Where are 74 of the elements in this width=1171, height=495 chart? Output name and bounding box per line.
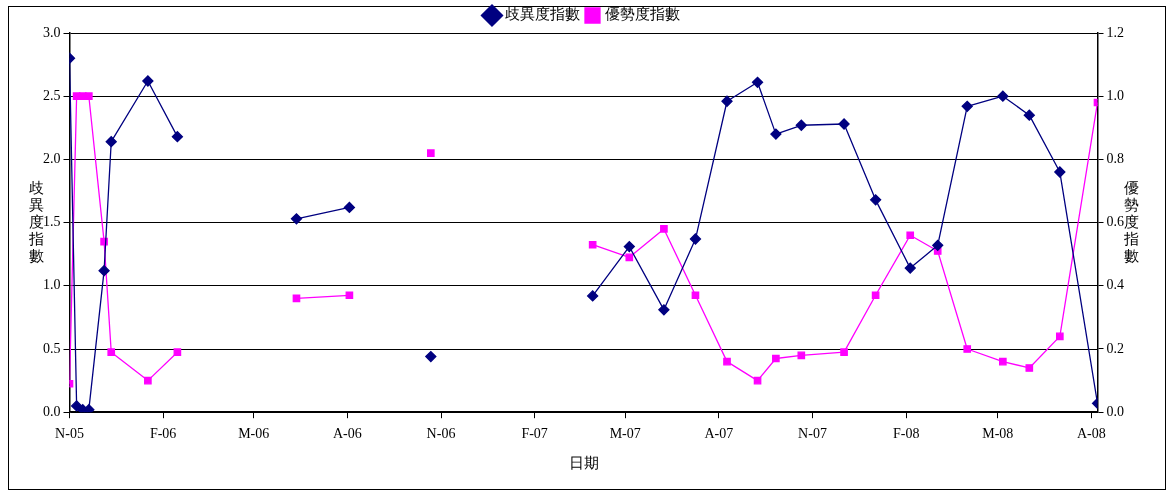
y-axis-title: 歧異度指數 <box>27 179 44 264</box>
y-tick-label: 2.0 <box>43 151 61 167</box>
point <box>142 75 154 87</box>
point <box>343 201 356 214</box>
point <box>427 149 435 157</box>
point <box>963 345 972 353</box>
y-tick-label: 0.0 <box>43 403 61 419</box>
legend-label: 歧異度指數 <box>504 6 580 23</box>
point <box>721 95 733 107</box>
x-tick-label: A-08 <box>1077 426 1106 442</box>
x-tick-label: A-07 <box>704 426 734 442</box>
point <box>770 128 782 140</box>
point <box>85 92 93 101</box>
point <box>625 253 634 262</box>
point <box>290 213 303 225</box>
y2-tick-label: 0.6 <box>1106 214 1124 230</box>
point <box>171 131 184 143</box>
point <box>588 240 597 249</box>
y2-tick-label: 0.0 <box>1106 403 1124 419</box>
x-axis-title: 日期 <box>568 454 599 471</box>
x-tick-label: N-07 <box>798 426 827 442</box>
point <box>658 304 670 316</box>
x-tick-label: N-06 <box>426 426 456 442</box>
point <box>723 357 731 366</box>
point <box>1023 109 1035 121</box>
point <box>345 291 354 300</box>
x-tick-label: F-06 <box>149 426 177 442</box>
point <box>70 400 83 412</box>
point <box>173 348 182 356</box>
point <box>623 240 635 253</box>
point <box>1056 332 1064 341</box>
x-tick-label: M-07 <box>609 426 641 442</box>
point <box>144 376 152 385</box>
y-tick-label: 1.5 <box>43 214 61 230</box>
legend-label: 優勢度指數 <box>605 6 680 23</box>
x-tick-label: F-07 <box>521 426 548 442</box>
y2-tick-label: 0.8 <box>1106 151 1124 167</box>
x-tick-label: M-06 <box>238 426 270 442</box>
point <box>1025 364 1034 372</box>
point <box>999 357 1007 366</box>
point <box>425 350 437 363</box>
point <box>587 290 599 302</box>
y2-axis-title: 優勢度指數 <box>1122 179 1139 264</box>
point <box>751 76 764 88</box>
y2-tick-label: 0.4 <box>1106 277 1124 293</box>
point <box>660 225 668 233</box>
point <box>772 354 780 363</box>
y-tick-label: 3.0 <box>43 24 61 40</box>
point <box>795 119 807 131</box>
point <box>997 90 1009 102</box>
point <box>961 100 973 112</box>
point <box>906 231 915 240</box>
y-tick-label: 2.5 <box>43 87 61 103</box>
y-tick-label: 0.5 <box>43 340 61 356</box>
y2-tick-label: 1.2 <box>1106 24 1124 40</box>
y2-tick-label: 0.2 <box>1106 340 1124 356</box>
y-tick-label: 1.0 <box>43 277 61 293</box>
point <box>797 351 806 360</box>
point <box>869 194 882 206</box>
point <box>904 262 916 274</box>
x-tick-label: A-06 <box>332 426 362 442</box>
point <box>107 348 116 356</box>
x-tick-label: N-05 <box>55 426 84 442</box>
point <box>98 264 110 277</box>
point <box>1054 166 1066 178</box>
point <box>840 348 848 356</box>
point <box>932 239 944 251</box>
point <box>871 291 880 300</box>
point <box>691 291 700 300</box>
point <box>689 233 702 245</box>
point <box>105 136 117 148</box>
y2-tick-label: 1.0 <box>1106 87 1124 103</box>
x-tick-label: M-08 <box>982 426 1014 442</box>
x-tick-label: F-08 <box>892 426 920 442</box>
